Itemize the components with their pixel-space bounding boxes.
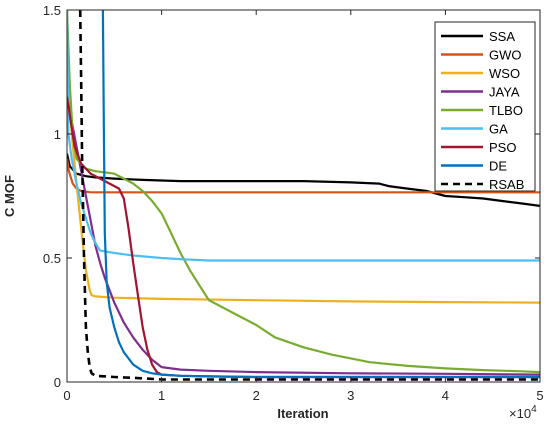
x-tick-label: 1: [158, 388, 165, 403]
x-multiplier-base: ×10: [509, 406, 531, 421]
y-tick-label: 0: [54, 375, 61, 390]
y-tick-label: 1.5: [43, 3, 61, 18]
legend-label-gwo: GWO: [489, 48, 522, 63]
legend-label-pso: PSO: [489, 140, 516, 155]
legend-label-ga: GA: [489, 122, 508, 137]
x-multiplier-exponent: 4: [531, 404, 537, 415]
x-tick-label: 5: [536, 388, 543, 403]
legend-label-jaya: JAYA: [489, 85, 520, 100]
series-line-ssa: [67, 153, 540, 207]
series-line-de: [101, 10, 540, 379]
legend-label-de: DE: [489, 159, 507, 174]
x-tick-label: 3: [347, 388, 354, 403]
legend-label-wso: WSO: [489, 66, 520, 81]
series-line-ga: [67, 10, 540, 262]
legend-box: [434, 21, 536, 192]
x-axis-multiplier: ×104: [509, 404, 537, 421]
y-axis-label: C MOF: [2, 175, 17, 217]
legend: SSA GWO WSO JAYA TLBO GA PSO DE RSAB: [434, 21, 536, 192]
y-tick-label: 1: [54, 127, 61, 142]
x-tick-label: 4: [442, 388, 449, 403]
x-tick-label: 0: [63, 388, 70, 403]
x-axis-label: Iteration: [277, 406, 328, 421]
x-tick-label: 2: [253, 388, 260, 403]
legend-label-rsab: RSAB: [489, 177, 524, 192]
series-line-tlbo: [67, 10, 540, 374]
axes-box: [66, 9, 541, 383]
legend-label-tlbo: TLBO: [489, 103, 523, 118]
series-line-wso: [67, 10, 540, 304]
legend-label-ssa: SSA: [489, 29, 515, 44]
y-tick-label: 0.5: [43, 251, 61, 266]
